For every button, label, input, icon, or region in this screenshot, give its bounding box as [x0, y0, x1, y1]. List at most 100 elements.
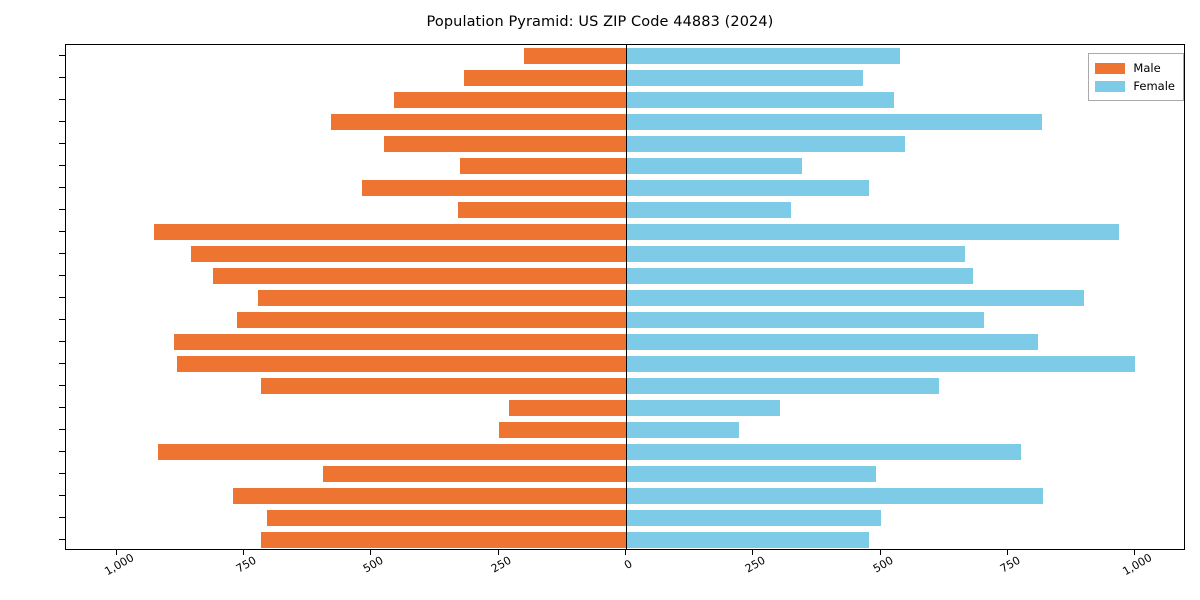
x-axis-tick-label: 750 [234, 553, 259, 576]
bar-male [266, 509, 626, 527]
bar-female [626, 157, 802, 175]
y-axis-tick-mark [59, 77, 65, 78]
bar-male [236, 311, 626, 329]
bar-row [66, 487, 1184, 505]
plot-area [65, 44, 1185, 550]
bar-row [66, 289, 1184, 307]
bar-row [66, 157, 1184, 175]
bar-male [257, 289, 626, 307]
bar-female [626, 245, 965, 263]
bar-row [66, 245, 1184, 263]
bar-female [626, 91, 894, 109]
bar-row [66, 355, 1184, 373]
bar-row [66, 223, 1184, 241]
bar-male [176, 355, 626, 373]
bar-female [626, 377, 939, 395]
x-axis-tick-mark [243, 550, 245, 555]
bar-male [509, 399, 626, 417]
bar-male [153, 223, 626, 241]
color-swatch-icon [1095, 62, 1126, 74]
bar-male [330, 113, 626, 131]
bar-male [524, 47, 626, 65]
legend-entry: Male [1095, 59, 1175, 77]
y-axis-tick-mark [59, 297, 65, 298]
x-axis-tick-mark [1006, 550, 1008, 555]
bar-female [626, 509, 881, 527]
y-axis-tick-mark [59, 253, 65, 254]
x-axis-tick-mark [370, 550, 372, 555]
y-axis-tick-mark [59, 495, 65, 496]
y-axis-tick-mark [59, 231, 65, 232]
bar-female [626, 333, 1038, 351]
bar-female [626, 179, 869, 197]
x-axis-tick-mark [1134, 550, 1136, 555]
y-axis-tick-mark [59, 341, 65, 342]
y-axis-tick-mark [59, 165, 65, 166]
legend-label: Male [1133, 61, 1161, 75]
x-axis-tick-mark [625, 550, 626, 555]
x-axis-tick-label: 750 [997, 553, 1023, 576]
y-axis-tick-mark [59, 319, 65, 320]
bar-row [66, 509, 1184, 527]
bar-male [157, 443, 626, 461]
x-axis-tick-label: 500 [870, 553, 896, 576]
bar-male [384, 135, 626, 153]
bar-male [261, 531, 626, 549]
bar-female [626, 201, 791, 219]
bar-female [626, 355, 1136, 373]
bars-layer [66, 45, 1184, 549]
y-axis-tick-mark [59, 187, 65, 188]
bar-male [191, 245, 626, 263]
bar-male [361, 179, 626, 197]
bar-row [66, 113, 1184, 131]
bar-row [66, 311, 1184, 329]
bar-female [626, 311, 985, 329]
bar-row [66, 399, 1184, 417]
bar-female [626, 421, 740, 439]
bar-row [66, 69, 1184, 87]
bar-row [66, 333, 1184, 351]
bar-row [66, 201, 1184, 219]
legend-label: Female [1133, 79, 1175, 93]
bar-male [498, 421, 626, 439]
color-swatch-icon [1095, 80, 1126, 92]
x-axis-tick-label: 500 [361, 553, 387, 576]
bar-row [66, 91, 1184, 109]
bar-male [464, 69, 626, 87]
y-axis-tick-mark [59, 99, 65, 100]
y-axis-tick-mark [59, 473, 65, 474]
y-axis-tick-mark [59, 539, 65, 540]
bar-male [233, 487, 626, 505]
bar-row [66, 377, 1184, 395]
bar-row [66, 267, 1184, 285]
bar-female [626, 465, 877, 483]
bar-male [323, 465, 626, 483]
legend-entry: Female [1095, 77, 1175, 95]
y-axis-tick-mark [59, 429, 65, 430]
bar-female [626, 399, 781, 417]
y-axis-tick-mark [59, 363, 65, 364]
bar-female [626, 113, 1043, 131]
bar-female [626, 267, 974, 285]
bar-male [173, 333, 626, 351]
bar-female [626, 531, 869, 549]
bar-row [66, 179, 1184, 197]
page-title: Population Pyramid: US ZIP Code 44883 (2… [426, 14, 774, 30]
bar-row [66, 135, 1184, 153]
bar-female [626, 443, 1022, 461]
x-axis-tick-mark [497, 550, 499, 555]
x-axis-tick-mark [879, 550, 881, 555]
bar-female [626, 223, 1119, 241]
bar-male [458, 201, 626, 219]
x-axis-tick-label: 250 [743, 553, 768, 576]
chart-legend: Male Female [1088, 53, 1184, 101]
bar-male [460, 157, 626, 175]
x-axis-tick-label: 1,000 [102, 551, 137, 579]
bar-row [66, 421, 1184, 439]
y-axis-tick-mark [59, 143, 65, 144]
bar-female [626, 135, 906, 153]
zero-axis-line [626, 45, 628, 549]
y-axis-tick-mark [59, 385, 65, 386]
x-axis-tick-label: 250 [488, 553, 514, 576]
